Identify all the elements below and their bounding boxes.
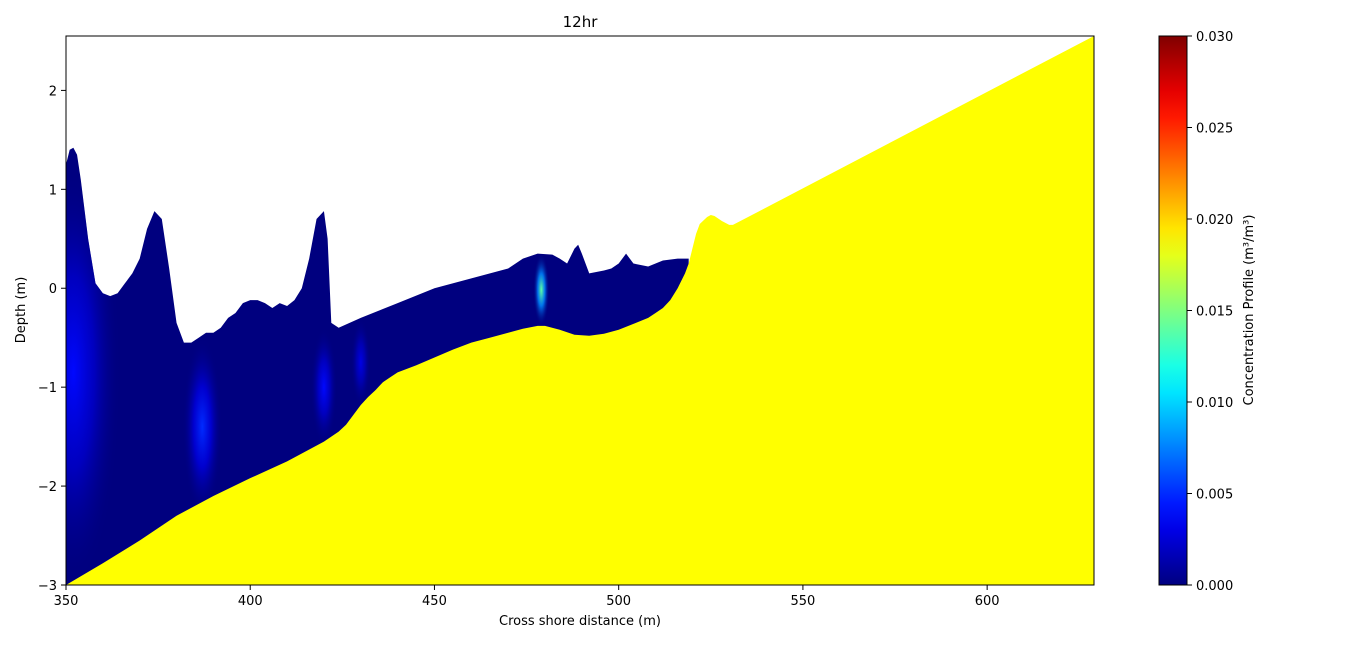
colorbar-tick-label: 0.015	[1196, 305, 1233, 320]
concentration-plume	[182, 337, 222, 516]
colorbar-gradient	[1158, 35, 1188, 586]
y-axis-label: Depth (m)	[14, 277, 29, 344]
x-tick-label: 350	[54, 594, 79, 609]
colorbar-label: Concentration Profile (m³/m³)	[1242, 215, 1257, 406]
x-tick-label: 500	[606, 594, 631, 609]
y-tick-label: −1	[38, 381, 57, 396]
plot-frame	[65, 35, 1095, 586]
x-tick-label: 450	[422, 594, 447, 609]
y-axis-ticks: −3 −2 −1 0 1 2	[38, 84, 66, 594]
plot-area	[66, 36, 1094, 585]
x-tick-label: 600	[975, 594, 1000, 609]
concentration-plume	[310, 327, 337, 447]
x-tick-label: 550	[791, 594, 816, 609]
y-tick-label: −3	[38, 579, 57, 594]
bed-profile-area	[66, 36, 1094, 585]
concentration-plume	[533, 253, 550, 326]
x-tick-label: 400	[238, 594, 263, 609]
x-axis-ticks: 350 400 450 500 550 600	[54, 585, 1000, 609]
x-axis-label: Cross shore distance (m)	[499, 614, 661, 629]
colorbar-tick-label: 0.005	[1196, 488, 1233, 503]
colorbar-tick-label: 0.030	[1196, 30, 1233, 45]
concentration-plume	[66, 159, 121, 585]
colorbar-tick-label: 0.025	[1196, 122, 1233, 137]
y-tick-label: −2	[38, 480, 57, 495]
concentration-plume	[350, 317, 371, 407]
colorbar-tick-label: 0.000	[1196, 579, 1233, 594]
y-tick-label: 0	[49, 282, 57, 297]
y-tick-label: 2	[49, 84, 57, 99]
colorbar-tick-label: 0.020	[1196, 213, 1233, 228]
colorbar-tick-label: 0.010	[1196, 396, 1233, 411]
y-tick-label: 1	[49, 183, 57, 198]
chart-title: 12hr	[563, 13, 599, 31]
colorbar: 0.000 0.005 0.010 0.015 0.020 0.025 0.030 Conce…	[1158, 30, 1257, 594]
